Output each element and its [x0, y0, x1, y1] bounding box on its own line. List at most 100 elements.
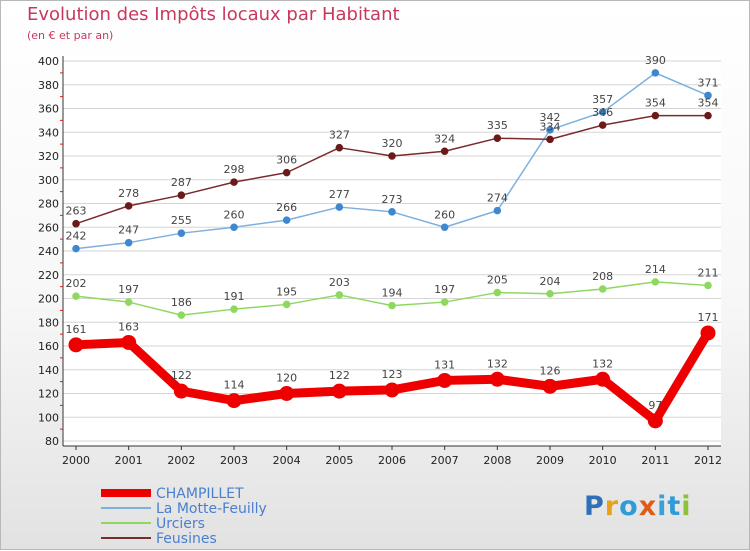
y-tick-label: 140 — [38, 364, 59, 377]
y-tick-label: 300 — [38, 174, 59, 187]
data-label: 97 — [648, 399, 662, 412]
logo-letter: i — [681, 491, 692, 522]
data-point — [595, 371, 611, 387]
data-label: 214 — [645, 263, 666, 276]
data-label: 186 — [171, 296, 192, 309]
data-label: 163 — [118, 320, 139, 333]
data-label: 335 — [487, 119, 508, 132]
y-tick-label: 180 — [38, 316, 59, 329]
logo-letter: r — [604, 491, 620, 522]
data-label: 131 — [434, 358, 455, 371]
x-tick-label: 2008 — [483, 454, 511, 467]
y-tick-label: 280 — [38, 198, 59, 211]
data-point — [230, 178, 238, 186]
data-point — [704, 281, 712, 290]
data-label: 320 — [382, 137, 403, 150]
data-point — [177, 191, 186, 199]
data-label: 334 — [540, 120, 561, 133]
data-label: 354 — [645, 97, 666, 110]
x-tick-label: 2000 — [62, 454, 90, 467]
data-label: 260 — [434, 208, 455, 221]
data-label: 122 — [329, 369, 350, 382]
data-point — [72, 292, 80, 300]
legend-label: Urciers — [156, 516, 205, 532]
data-point — [124, 202, 133, 210]
data-label: 194 — [382, 287, 403, 300]
data-point — [335, 143, 344, 152]
data-label: 171 — [698, 311, 719, 324]
data-label: 203 — [329, 276, 350, 289]
data-point — [68, 337, 84, 353]
data-label: 342 — [540, 111, 561, 124]
x-tick-label: 2006 — [378, 454, 406, 467]
data-point — [546, 135, 554, 144]
chart-title: Evolution des Impôts locaux par Habitant — [27, 4, 400, 25]
x-tick-label: 2012 — [694, 454, 722, 467]
data-point — [388, 208, 396, 216]
y-tick-label: 120 — [38, 388, 59, 401]
data-point — [388, 152, 396, 160]
data-point — [493, 288, 502, 297]
y-tick-label: 400 — [38, 55, 59, 68]
data-point — [493, 134, 502, 142]
data-point — [230, 223, 238, 232]
data-label: 346 — [592, 106, 613, 119]
data-point — [230, 305, 238, 313]
proxiti-logo[interactable]: Proxiti — [584, 491, 692, 522]
data-label: 122 — [171, 369, 192, 382]
y-tick-label: 320 — [38, 150, 59, 163]
y-tick-label: 260 — [38, 221, 59, 234]
data-label: 287 — [171, 176, 192, 189]
data-label: 191 — [224, 290, 245, 303]
x-tick-label: 2004 — [273, 454, 301, 467]
data-point — [651, 69, 660, 77]
data-point — [279, 386, 295, 401]
data-point — [121, 334, 137, 350]
data-label: 211 — [698, 266, 719, 279]
data-point — [493, 206, 502, 215]
data-label: 114 — [224, 379, 245, 392]
data-point — [651, 111, 660, 120]
y-tick-label: 80 — [45, 435, 59, 448]
data-label: 357 — [592, 93, 613, 106]
data-label: 208 — [592, 270, 613, 283]
data-point — [704, 91, 712, 100]
data-point — [598, 285, 607, 293]
x-tick-label: 2001 — [115, 454, 143, 467]
logo-letter: x — [638, 491, 658, 522]
data-point — [598, 108, 607, 116]
data-label: 161 — [66, 323, 87, 336]
data-label: 132 — [487, 357, 508, 370]
chart-subtitle: (en € et par an) — [27, 29, 114, 42]
y-tick-label: 340 — [38, 126, 59, 139]
data-point — [704, 111, 712, 120]
data-point — [173, 383, 189, 399]
data-label: 120 — [276, 372, 297, 385]
x-tick-label: 2010 — [589, 454, 617, 467]
data-point — [335, 203, 344, 211]
data-label: 195 — [276, 285, 297, 298]
data-point — [331, 383, 347, 399]
x-tick-label: 2007 — [431, 454, 459, 467]
logo-letter: t — [667, 491, 682, 522]
legend-label: La Motte-Feuilly — [156, 501, 267, 517]
data-label: 306 — [276, 154, 297, 167]
legend-label: Feusines — [156, 531, 217, 547]
y-tick-label: 380 — [38, 79, 59, 92]
data-point — [440, 223, 449, 232]
data-label: 263 — [66, 205, 87, 218]
data-label: 324 — [434, 132, 455, 145]
x-tick-label: 2003 — [220, 454, 248, 467]
data-point — [335, 291, 344, 299]
data-label: 242 — [66, 230, 87, 243]
data-label: 255 — [171, 214, 192, 227]
x-tick-label: 2002 — [167, 454, 195, 467]
data-point — [700, 325, 716, 341]
x-tick-label: 2005 — [325, 454, 353, 467]
data-label: 354 — [698, 97, 719, 110]
data-label: 197 — [434, 283, 455, 296]
logo-letter: o — [619, 491, 639, 522]
x-tick-label: 2009 — [536, 454, 564, 467]
